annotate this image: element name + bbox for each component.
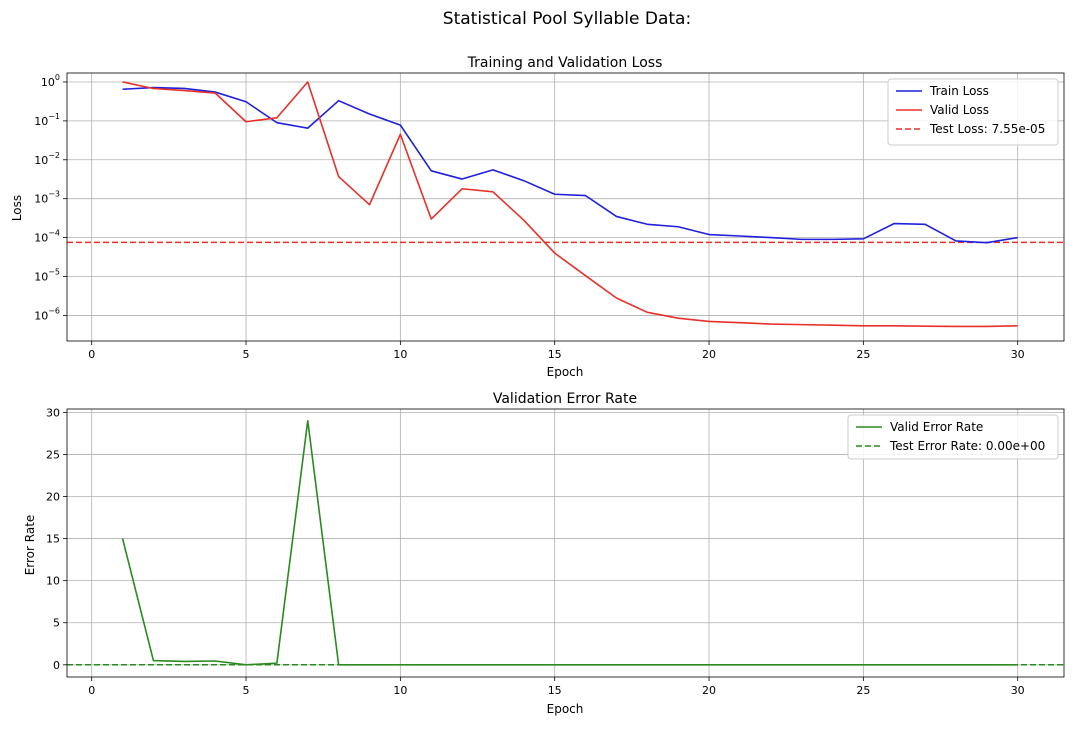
error-xtick-label: 5 <box>243 684 250 697</box>
loss-xtick-label: 15 <box>548 348 562 361</box>
error-panel-title: Validation Error Rate <box>493 391 637 407</box>
error-ytick-label: 5 <box>53 617 60 630</box>
error-legend-label: Valid Error Rate <box>890 420 983 434</box>
figure-suptitle: Statistical Pool Syllable Data: <box>443 9 691 29</box>
loss-ytick-label: 10−6 <box>34 306 60 322</box>
loss-legend-label: Valid Loss <box>930 103 989 117</box>
loss-ytick-label: 10−3 <box>34 190 60 206</box>
loss-legend-box <box>887 78 1059 146</box>
error-panel-xlabel: Epoch <box>547 702 584 716</box>
loss-xtick-label: 5 <box>243 348 250 361</box>
loss-axes-frame <box>66 72 1065 342</box>
error-ytick-label: 25 <box>46 448 60 461</box>
loss-xtick-label: 10 <box>393 348 407 361</box>
loss-panel-xlabel: Epoch <box>547 365 584 379</box>
loss-xtick-label: 25 <box>856 348 870 361</box>
loss-panel-ylabel: Loss <box>10 195 24 221</box>
error-series-0-line <box>121 419 1018 666</box>
loss-series-0-line <box>122 86 1018 244</box>
loss-xtick-label: 30 <box>1011 348 1025 361</box>
loss-legend-label: Train Loss <box>929 84 989 98</box>
error-ytick-label: 10 <box>46 575 60 588</box>
error-panel: Validation Error Rate Epoch Error Rate 0… <box>23 391 1065 716</box>
error-legend-box <box>847 414 1059 460</box>
loss-ytick-label: 10−2 <box>34 151 60 167</box>
loss-ytick-label: 10−5 <box>34 268 60 284</box>
error-ytick-label: 0 <box>53 659 60 672</box>
loss-legend-label: Test Loss: 7.55e-05 <box>929 122 1045 136</box>
loss-series-1-line <box>122 81 1018 328</box>
error-xtick-label: 30 <box>1011 684 1025 697</box>
loss-ytick-label: 100 <box>41 73 60 89</box>
loss-xtick-label: 20 <box>702 348 716 361</box>
error-ytick-label: 20 <box>46 491 60 504</box>
error-xtick-label: 20 <box>702 684 716 697</box>
loss-ytick-label: 10−4 <box>34 229 60 245</box>
error-ytick-label: 30 <box>46 406 60 419</box>
error-xtick-label: 10 <box>393 684 407 697</box>
error-panel-ylabel: Error Rate <box>23 515 37 576</box>
error-xtick-label: 0 <box>88 684 95 697</box>
error-xtick-label: 25 <box>856 684 870 697</box>
error-ytick-label: 15 <box>46 533 60 546</box>
error-legend-label: Test Error Rate: 0.00e+00 <box>889 439 1045 453</box>
loss-panel: Training and Validation Loss Epoch Loss … <box>10 55 1065 379</box>
error-axes-frame <box>66 408 1065 678</box>
loss-panel-title: Training and Validation Loss <box>467 55 663 71</box>
error-xtick-label: 15 <box>548 684 562 697</box>
loss-xtick-label: 0 <box>88 348 95 361</box>
loss-ytick-label: 10−1 <box>34 112 60 128</box>
